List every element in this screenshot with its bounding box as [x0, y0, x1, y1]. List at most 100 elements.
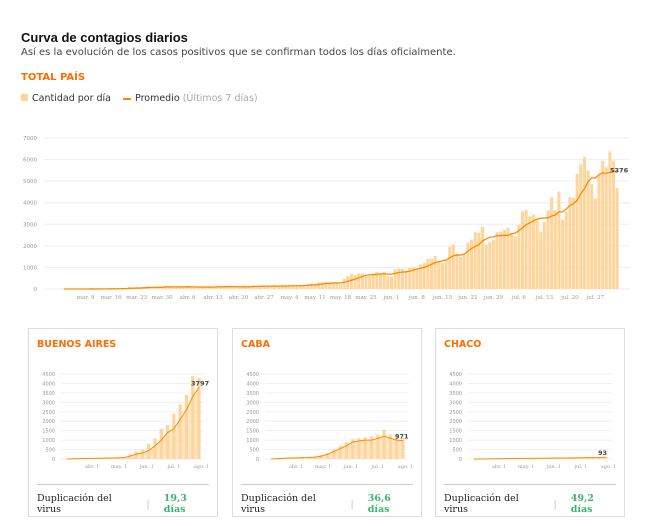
bar [186, 286, 190, 289]
x-tick-label: ago. 1 [398, 464, 413, 470]
bar [342, 278, 346, 289]
bar [422, 262, 426, 289]
divider: | [146, 498, 150, 510]
y-tick-label: 500 [45, 448, 55, 454]
legend-line: Promedio (Últimos 7 días) [123, 93, 258, 104]
mini-chart-caba: 0 500 1000 1500 2000 2500 3000 3500 4000 4500 abr.… [246, 372, 413, 470]
x-tick-label: jun. 1 [546, 464, 561, 470]
bar [451, 244, 455, 289]
bar [200, 287, 204, 289]
bar [382, 271, 386, 289]
bar [178, 287, 182, 289]
y-tick-label: 4500 [246, 372, 259, 378]
bar [462, 254, 466, 289]
card-label: Duplicación del virus [37, 493, 112, 515]
x-tick-label: may. 18 [330, 295, 352, 301]
y-tick-label: 1000 [42, 438, 55, 444]
bar [502, 229, 506, 289]
x-tick-label: mar. 16 [101, 295, 123, 301]
y-tick-label: 1000 [246, 438, 259, 444]
bar [466, 242, 470, 289]
bar-swatch-icon [21, 94, 28, 101]
bar [338, 284, 343, 289]
area [474, 457, 606, 459]
bar [320, 282, 324, 289]
bar [196, 286, 201, 289]
bar [357, 273, 361, 289]
x-tick-label: abr. 27 [254, 295, 274, 301]
bar [149, 287, 153, 289]
y-tick-label: 4500 [42, 372, 55, 378]
average-line [473, 456, 607, 460]
y-tick-label: 2000 [246, 419, 259, 425]
x-tick-label: jul. 27 [586, 295, 605, 301]
section-title: TOTAL PAÍS [21, 72, 86, 83]
bar [324, 282, 328, 289]
y-tick-label: 3000 [449, 400, 462, 406]
y-tick-label: 4500 [449, 372, 462, 378]
y-tick-label: 500 [452, 448, 462, 454]
x-tick-label: abr. 13 [203, 295, 223, 301]
bar [433, 255, 437, 289]
last-value-label: 93 [598, 449, 607, 457]
bar [393, 269, 397, 289]
average-line [63, 170, 618, 290]
mini-chart-chaco: 0 500 1000 1500 2000 2500 3000 3500 4000 4500 abr.… [449, 372, 616, 470]
bar [233, 287, 237, 289]
bar [193, 287, 197, 289]
bar [288, 285, 292, 289]
bar [273, 285, 277, 289]
bar [590, 184, 594, 289]
bar [470, 239, 474, 289]
x-tick-label: may. 1 [518, 464, 534, 470]
y-tick-label: 4000 [449, 381, 462, 387]
y-tick-label: 3500 [246, 391, 259, 397]
bar [491, 240, 495, 289]
x-tick-label: mar. 30 [152, 295, 174, 301]
bar [360, 273, 364, 289]
y-tick-label: 1500 [42, 429, 55, 435]
card-title: CHACO [444, 339, 482, 350]
card-title: CABA [241, 339, 270, 350]
bar [604, 167, 608, 289]
bar [455, 253, 459, 289]
bar [175, 286, 179, 289]
y-tick-label: 7000 [23, 136, 37, 142]
x-tick-label: may. 4 [281, 295, 299, 301]
x-tick-label: abr. 1 [492, 464, 506, 470]
x-tick-label: may. 1 [315, 464, 331, 470]
average-line [270, 435, 404, 460]
legend: Cantidad por día Promedio (Últimos 7 día… [21, 93, 258, 104]
x-tick-label: abr. 6 [180, 295, 196, 301]
bar [386, 276, 390, 289]
legend-bars: Cantidad por día [21, 93, 111, 104]
bar [601, 160, 605, 289]
card-label: Duplicación del virus [444, 493, 519, 515]
bar [429, 258, 434, 289]
divider: | [553, 498, 557, 510]
bar [586, 170, 590, 289]
y-tick-label: 500 [249, 448, 259, 454]
y-tick-label: 0 [34, 287, 38, 293]
y-tick-label: 2500 [246, 410, 259, 416]
x-tick-label: jul. 13 [535, 295, 554, 301]
bar [415, 269, 419, 289]
bar [579, 164, 583, 289]
bar [295, 285, 299, 289]
doubling-value: 19,3 días [163, 493, 187, 515]
bar [371, 273, 375, 289]
bar [510, 233, 514, 289]
bar [349, 273, 353, 289]
y-tick-label: 3500 [42, 391, 55, 397]
bar [182, 287, 186, 289]
bar [266, 286, 270, 289]
divider: | [350, 498, 354, 510]
bar [189, 287, 193, 289]
main-chart: 0 1000 2000 3000 4000 5000 6000 7000 mar. 9 mar. … [23, 136, 630, 301]
bar [411, 267, 415, 289]
x-tick-label: mar. 9 [77, 295, 95, 301]
x-tick-label: ago. 1 [194, 464, 209, 470]
bar [582, 156, 586, 289]
bar [575, 173, 579, 289]
x-tick-label: jun. 29 [483, 295, 504, 301]
